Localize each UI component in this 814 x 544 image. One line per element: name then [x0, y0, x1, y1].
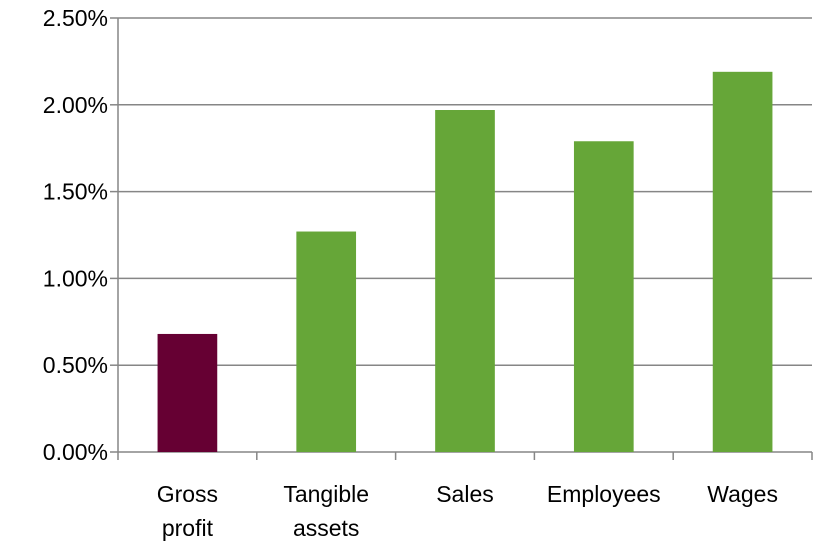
x-category-label: Wages	[707, 481, 778, 507]
bar	[435, 110, 495, 453]
x-category-label-line: Tangible	[283, 481, 369, 507]
labels: 0.00% 0.50% 1.00% 1.50% 2.00% 2.50% Gross profi…	[43, 5, 778, 541]
bar	[573, 141, 634, 453]
x-category-label: Gross profit	[157, 481, 218, 541]
x-category-label-line: Sales	[436, 481, 494, 507]
y-tick-label: 2.00%	[43, 92, 108, 118]
x-category-label: Tangible assets	[283, 481, 369, 541]
y-tick-label: 1.00%	[43, 265, 108, 291]
bar	[712, 71, 773, 452]
x-category-label-line: Wages	[707, 481, 778, 507]
bars	[157, 71, 773, 453]
x-category-label-line: profit	[162, 515, 214, 541]
y-tick-label: 0.00%	[43, 439, 108, 465]
bar	[296, 231, 357, 452]
y-tick-label: 2.50%	[43, 5, 108, 31]
bar	[157, 333, 218, 452]
x-category-label-line: Employees	[547, 481, 661, 507]
x-category-label: Employees	[547, 481, 661, 507]
y-tick-label: 0.50%	[43, 352, 108, 378]
x-category-label: Sales	[436, 481, 494, 507]
x-category-label-line: assets	[293, 515, 359, 541]
y-tick-label: 1.50%	[43, 179, 108, 205]
x-category-label-line: Gross	[157, 481, 218, 507]
